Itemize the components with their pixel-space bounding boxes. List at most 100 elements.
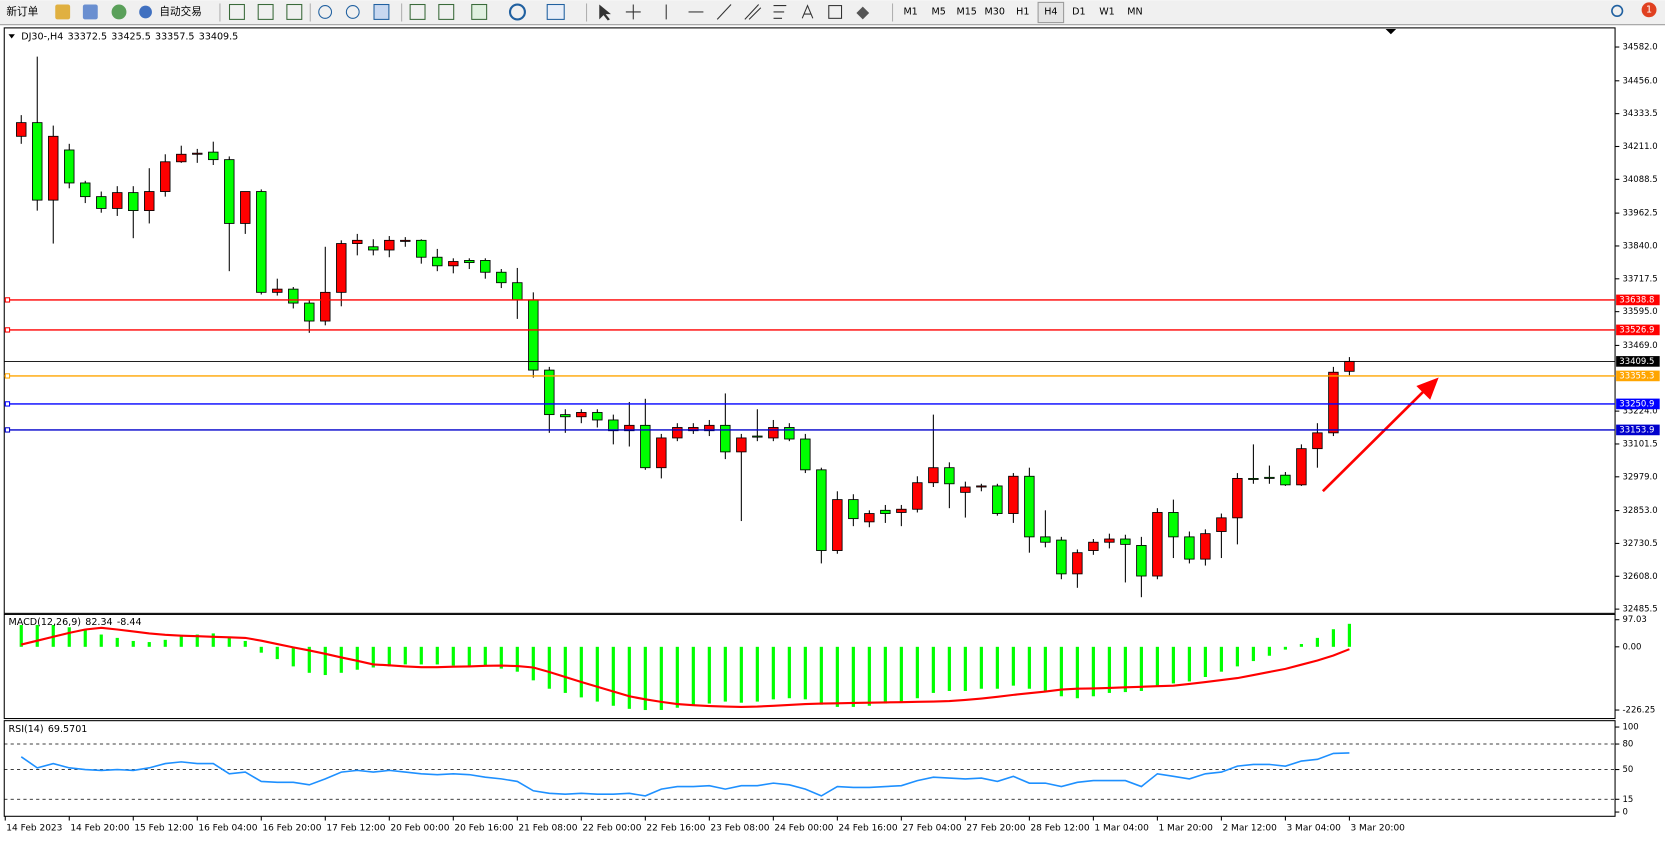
shift-button[interactable] xyxy=(438,3,455,20)
candle-body xyxy=(144,191,155,211)
icon-button[interactable] xyxy=(111,4,127,20)
fibo-button[interactable] xyxy=(773,5,787,19)
symbol-menu-marker xyxy=(8,34,15,39)
candle-body xyxy=(688,427,699,432)
search-button[interactable] xyxy=(1611,4,1624,18)
macd-bar xyxy=(1203,646,1207,677)
macd-bar xyxy=(563,646,567,693)
toolbar: 新订单 自动交易 1 M1 M5 M15 M30 H1 H4 xyxy=(0,0,1665,26)
timeframe-button[interactable]: M15 xyxy=(957,6,977,17)
macd-bar xyxy=(19,625,23,647)
macd-bar xyxy=(243,640,247,647)
timeframe-button[interactable]: W1 xyxy=(1099,6,1115,17)
autoscroll-button[interactable] xyxy=(409,3,426,20)
rsi-line xyxy=(20,752,1350,797)
timeframe-button[interactable]: M5 xyxy=(931,6,945,17)
timeframe-button[interactable]: M1 xyxy=(903,6,917,17)
candle-chart-button[interactable] xyxy=(257,3,274,20)
y-tick-label: 32608.0 xyxy=(1622,572,1657,582)
macd-bar xyxy=(547,646,551,689)
candle-body xyxy=(1136,545,1147,577)
timeframe-button[interactable]: MN xyxy=(1127,6,1142,17)
line-chart-button[interactable] xyxy=(286,3,303,20)
macd-bar xyxy=(1187,646,1191,682)
arrows-button[interactable] xyxy=(856,6,870,20)
tile-button[interactable] xyxy=(373,3,390,20)
x-tick-label: 27 Feb 20:00 xyxy=(966,823,1025,833)
candle-body xyxy=(256,191,267,293)
macd-bar xyxy=(483,646,487,667)
x-tick-label: 3 Mar 04:00 xyxy=(1286,823,1341,833)
trendline-button[interactable] xyxy=(716,4,732,20)
candle-body xyxy=(1216,517,1227,532)
timeframe-button[interactable]: H1 xyxy=(1016,6,1029,17)
candle-body xyxy=(784,427,795,440)
channel-button[interactable] xyxy=(744,4,762,20)
auto-trading-icon[interactable] xyxy=(139,5,152,19)
candle-body xyxy=(1248,477,1259,480)
x-tick-label: 16 Feb 04:00 xyxy=(198,823,257,833)
icon-button[interactable] xyxy=(55,4,71,20)
candle-body xyxy=(608,419,619,432)
new-order-button[interactable]: 新订单 xyxy=(6,5,38,18)
macd-bar xyxy=(899,646,903,702)
timeframe-button[interactable]: M30 xyxy=(985,6,1005,17)
macd-bar xyxy=(1267,646,1271,656)
candle-body xyxy=(832,499,843,551)
candle-body xyxy=(1312,432,1323,450)
x-tick-label: 20 Feb 00:00 xyxy=(390,823,449,833)
y-tick-label: 34333.5 xyxy=(1622,109,1657,119)
x-tick-label: 3 Mar 20:00 xyxy=(1350,823,1405,833)
indicators-button[interactable] xyxy=(471,3,488,20)
level-handle xyxy=(4,297,11,303)
y-tick-label: 33962.5 xyxy=(1622,209,1657,219)
x-tick-label: 24 Feb 00:00 xyxy=(774,823,833,833)
macd-bar xyxy=(611,646,615,706)
text-button[interactable] xyxy=(801,4,814,19)
macd-bar xyxy=(499,646,503,669)
crosshair-button[interactable] xyxy=(625,4,641,20)
candle-body xyxy=(528,299,539,371)
level-handle xyxy=(4,401,11,407)
macd-bar xyxy=(819,646,823,705)
auto-trading-button[interactable]: 自动交易 xyxy=(159,5,201,18)
macd-bar xyxy=(851,646,855,707)
candle-body xyxy=(1280,474,1291,486)
macd-bar xyxy=(707,646,711,704)
macd-bar xyxy=(883,646,887,704)
candle-body xyxy=(992,485,1003,514)
candle-body xyxy=(160,161,171,192)
timeframe-button[interactable]: D1 xyxy=(1072,6,1085,17)
macd-bar xyxy=(947,646,951,691)
y-tick-label: 0.00 xyxy=(1622,642,1641,652)
level-handle xyxy=(4,427,11,433)
macd-bar xyxy=(355,646,359,670)
candle-body xyxy=(400,239,411,242)
y-tick-label: 97.03 xyxy=(1622,615,1646,625)
macd-bar xyxy=(227,637,231,647)
periods-button[interactable] xyxy=(508,3,526,21)
notification-count: 1 xyxy=(1646,4,1652,15)
price-label: 33250.9 xyxy=(1619,399,1654,409)
ohlc-value: 33372.5 xyxy=(68,31,107,42)
indicator-value: 82.34 xyxy=(85,616,112,627)
candle-body xyxy=(816,469,827,551)
cursor-button[interactable] xyxy=(599,4,611,21)
macd-bar xyxy=(211,633,215,647)
bar-chart-button[interactable] xyxy=(228,3,245,20)
icon-button[interactable] xyxy=(82,4,98,20)
zoom-out-button[interactable] xyxy=(345,5,360,19)
macd-bar xyxy=(467,646,471,666)
label-button[interactable] xyxy=(828,5,843,19)
x-tick-label: 23 Feb 08:00 xyxy=(710,823,769,833)
candle-body xyxy=(432,256,443,267)
zoom-in-button[interactable] xyxy=(318,5,333,19)
candle-body xyxy=(80,182,91,198)
macd-bar xyxy=(963,646,967,691)
templates-button[interactable] xyxy=(546,3,565,20)
timeframe-button[interactable]: H4 xyxy=(1044,6,1057,17)
candle-body xyxy=(704,424,715,432)
candle-body xyxy=(544,369,555,416)
notification-badge[interactable] xyxy=(1641,2,1657,18)
